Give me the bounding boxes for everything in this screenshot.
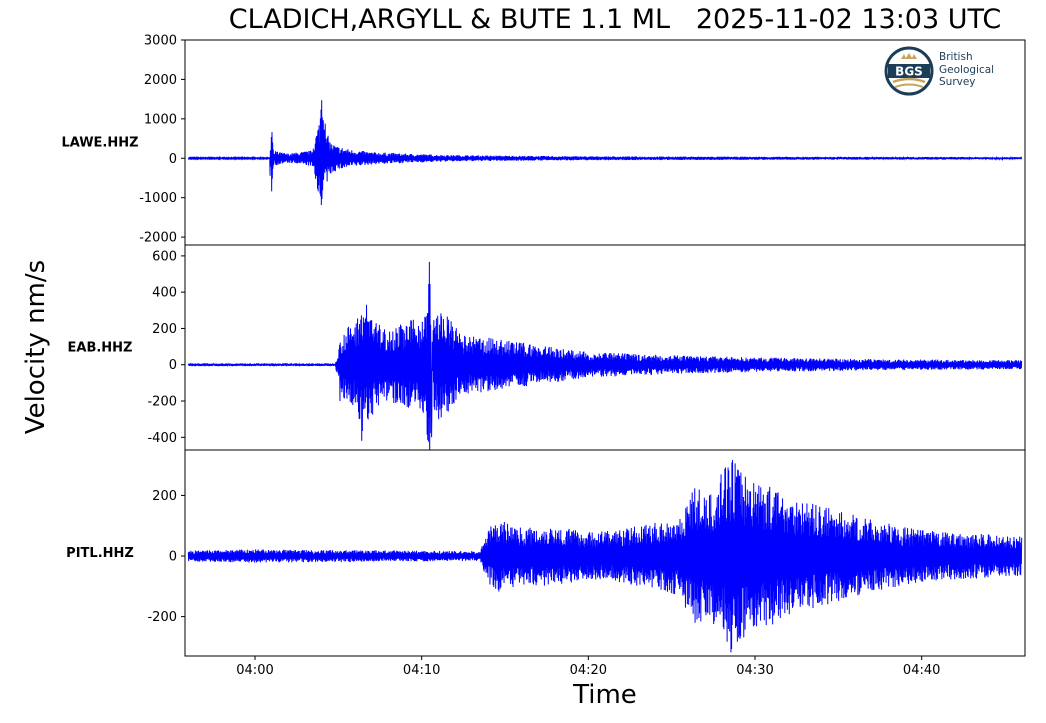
bgs-logo-emblem: BGS [884, 46, 934, 96]
x-tick-label-4: 04:40 [903, 663, 940, 678]
chart-title: CLADICH,ARGYLL & BUTE 1.1 ML 2025-11-02 … [228, 4, 1002, 35]
station-label-lawe-hhz: LAWE.HHZ [61, 136, 138, 151]
station-label-eab-hhz: EAB.HHZ [68, 341, 133, 356]
panel-frame-eab-hhz [184, 244, 1026, 451]
x-tick-label-0: 04:00 [236, 663, 273, 678]
station-label-pitl-hhz: PITL.HHZ [66, 546, 134, 561]
y-tick-label-lawe-hhz-1: 2000 [144, 73, 177, 88]
waveform-lawe-hhz [187, 100, 1023, 206]
y-tick-label-eab-hhz-3: 0 [169, 358, 177, 373]
y-tick-label-eab-hhz-1: 400 [152, 286, 177, 301]
logo-text: British Geological Survey [939, 51, 994, 89]
waveform-pitl-hhz [187, 460, 1023, 653]
y-tick-label-eab-hhz-2: 200 [152, 322, 177, 337]
y-tick-label-pitl-hhz-2: -200 [147, 610, 177, 625]
y-tick-label-pitl-hhz-1: 0 [169, 550, 177, 565]
y-tick-label-eab-hhz-4: -200 [147, 395, 177, 410]
logo-text-line-3: Survey [939, 76, 976, 88]
logo-text-line-1: British [939, 51, 973, 63]
y-tick-label-lawe-hhz-0: 3000 [144, 34, 177, 49]
y-tick-label-lawe-hhz-4: -1000 [139, 191, 177, 206]
bgs-logo: BGS British Geological Survey [883, 45, 1013, 97]
y-tick-label-lawe-hhz-5: -2000 [139, 231, 177, 246]
y-axis-label: Velocity nm/s [21, 259, 51, 435]
logo-text-line-2: Geological [939, 63, 995, 76]
y-tick-label-eab-hhz-5: -400 [147, 431, 177, 446]
y-tick-label-lawe-hhz-2: 1000 [144, 112, 177, 127]
panel-frame-pitl-hhz [184, 449, 1026, 657]
y-tick-label-pitl-hhz-0: 200 [152, 489, 177, 504]
x-axis-label: Time [573, 680, 637, 710]
x-tick-label-3: 04:30 [736, 663, 773, 678]
waveform-eab-hhz [187, 261, 1023, 450]
x-tick-label-1: 04:10 [403, 663, 440, 678]
y-tick-label-eab-hhz-0: 600 [152, 249, 177, 264]
x-tick-label-2: 04:20 [570, 663, 607, 678]
panels: 3000200010000-1000-2000LAWE.HHZ600400200… [61, 34, 1026, 678]
y-tick-label-lawe-hhz-3: 0 [169, 152, 177, 167]
logo-initials: BGS [895, 65, 923, 79]
